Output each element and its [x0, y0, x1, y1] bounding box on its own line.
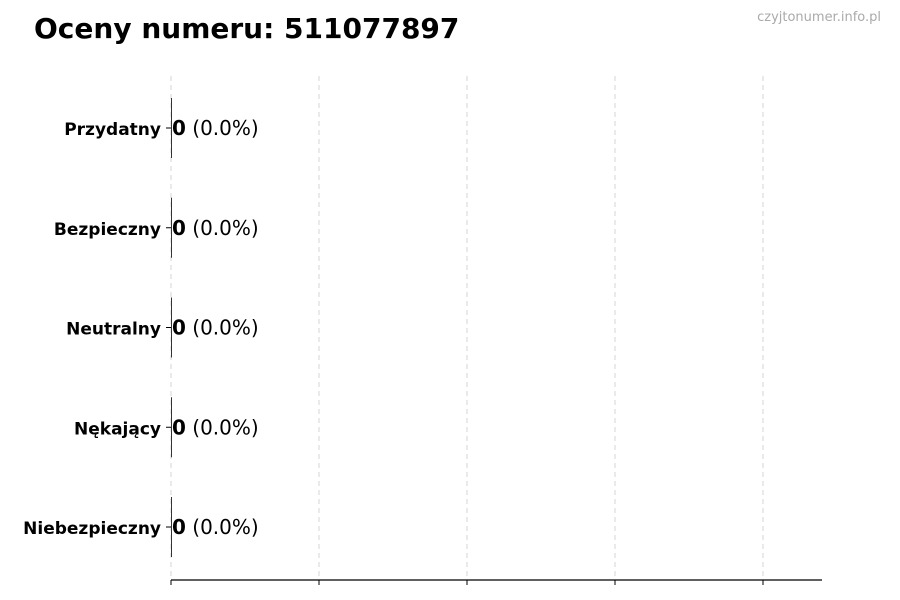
- watermark: czyjtonumer.info.pl: [757, 10, 881, 25]
- chart-title: Oceny numeru: 511077897: [34, 12, 460, 45]
- data-label-count: 0: [172, 116, 186, 140]
- data-label-percent: (0.0%): [186, 415, 259, 439]
- data-label: 0 (0.0%): [172, 216, 259, 240]
- category-label: Przydatny: [64, 120, 161, 140]
- data-label-count: 0: [172, 216, 186, 240]
- data-label-count: 0: [172, 515, 186, 539]
- data-label: 0 (0.0%): [172, 515, 259, 539]
- bar: [171, 397, 172, 458]
- category-label: Niebezpieczny: [23, 519, 161, 539]
- data-label-count: 0: [172, 415, 186, 439]
- data-label: 0 (0.0%): [172, 415, 259, 439]
- data-label-percent: (0.0%): [186, 316, 259, 340]
- data-label-percent: (0.0%): [186, 515, 259, 539]
- data-label: 0 (0.0%): [172, 116, 259, 140]
- bar: [171, 98, 172, 158]
- category-label: Bezpieczny: [54, 220, 161, 240]
- bar: [171, 497, 172, 557]
- bar: [171, 197, 172, 258]
- data-label: 0 (0.0%): [172, 316, 259, 340]
- category-label: Nękający: [74, 419, 161, 439]
- data-label-count: 0: [172, 316, 186, 340]
- data-label-percent: (0.0%): [186, 216, 259, 240]
- data-label-percent: (0.0%): [186, 116, 259, 140]
- category-label: Neutralny: [66, 320, 161, 340]
- bar: [171, 297, 172, 358]
